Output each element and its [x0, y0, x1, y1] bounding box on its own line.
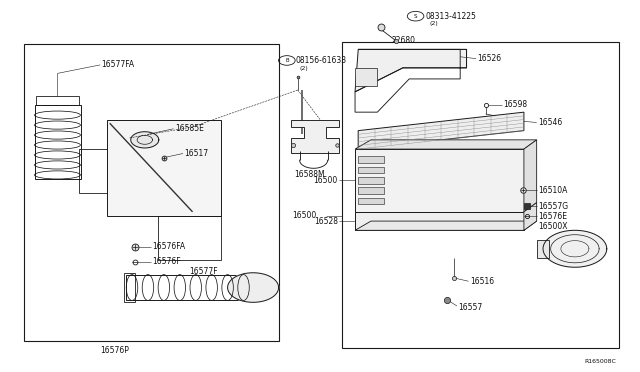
Polygon shape: [355, 68, 378, 86]
Text: 16576E: 16576E: [538, 212, 567, 221]
Text: (2): (2): [429, 21, 438, 26]
Polygon shape: [291, 119, 339, 153]
Text: 16516: 16516: [470, 278, 494, 286]
Text: 16577F: 16577F: [189, 267, 218, 276]
Polygon shape: [355, 149, 524, 212]
Text: 22680: 22680: [392, 36, 415, 45]
Text: 16576FA: 16576FA: [152, 243, 186, 251]
Text: 16526: 16526: [477, 54, 502, 63]
Polygon shape: [131, 132, 159, 148]
Polygon shape: [543, 230, 607, 267]
Text: B: B: [285, 58, 289, 63]
Text: 16546: 16546: [538, 118, 562, 127]
Polygon shape: [524, 203, 537, 230]
Text: 16510A: 16510A: [538, 186, 567, 195]
Text: 16577FA: 16577FA: [101, 60, 134, 70]
Polygon shape: [358, 112, 524, 149]
Text: 16557G: 16557G: [538, 202, 568, 211]
Polygon shape: [355, 49, 467, 92]
Text: 16500: 16500: [292, 211, 317, 220]
Text: 16500: 16500: [314, 176, 338, 185]
Text: 08313-41225: 08313-41225: [425, 12, 476, 21]
Text: 16576F: 16576F: [152, 257, 181, 266]
Polygon shape: [537, 240, 549, 258]
Text: S: S: [414, 14, 417, 19]
Text: R165008C: R165008C: [584, 359, 616, 364]
Text: 16557: 16557: [458, 302, 483, 312]
Text: 16500X: 16500X: [538, 222, 568, 231]
Text: 16576P: 16576P: [100, 346, 129, 355]
Polygon shape: [358, 157, 384, 163]
Polygon shape: [228, 273, 278, 302]
Polygon shape: [358, 167, 384, 173]
Polygon shape: [355, 212, 524, 230]
Text: 16517: 16517: [184, 149, 209, 158]
Text: 16585E: 16585E: [175, 124, 204, 133]
Text: 16528: 16528: [314, 217, 338, 225]
Polygon shape: [358, 177, 384, 184]
Polygon shape: [355, 221, 537, 230]
Text: 08156-61633: 08156-61633: [296, 56, 347, 65]
Polygon shape: [358, 198, 384, 205]
Polygon shape: [524, 140, 537, 212]
Text: 16588M: 16588M: [294, 170, 325, 179]
Text: (2): (2): [300, 66, 308, 71]
Polygon shape: [355, 140, 537, 149]
Text: 16598: 16598: [503, 100, 527, 109]
Polygon shape: [106, 119, 221, 215]
Polygon shape: [358, 187, 384, 194]
